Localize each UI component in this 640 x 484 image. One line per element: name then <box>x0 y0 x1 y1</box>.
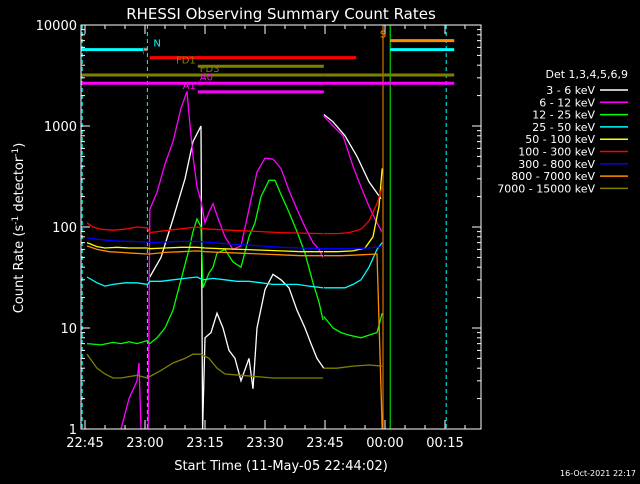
series-line <box>323 186 383 235</box>
legend-entry-label: 12 - 25 keV <box>532 109 595 122</box>
series-line <box>323 364 383 369</box>
legend-entry-label: 7000 - 15000 keV <box>497 182 595 195</box>
flag-label-fd1: FD1 <box>176 55 196 66</box>
flag-label-fd3: FD3 <box>200 64 220 75</box>
series-line <box>86 222 324 235</box>
y-axis-label-part: detector <box>12 156 27 216</box>
legend-entry-label: 100 - 300 keV <box>518 146 595 159</box>
legend-entry-label: 800 - 7000 keV <box>511 170 595 183</box>
series-line <box>149 125 325 429</box>
series-line <box>86 241 323 253</box>
y-tick-label: 10 <box>60 322 77 337</box>
x-tick-label: 23:30 <box>246 436 283 451</box>
x-tick-label: 23:15 <box>186 436 223 451</box>
flag-label-s: S <box>380 30 386 41</box>
x-tick-label: 22:45 <box>66 436 103 451</box>
y-tick-label: 100 <box>52 221 77 236</box>
legend-entry-label: 6 - 12 keV <box>539 96 595 109</box>
series-line <box>86 179 324 346</box>
series-line <box>323 313 383 339</box>
flag-label-a1: A1 <box>183 81 196 92</box>
y-tick-label: 1000 <box>44 120 77 135</box>
series-line <box>86 353 323 379</box>
flag-label-f: F <box>142 47 148 58</box>
flag-label-n: N <box>153 39 160 50</box>
legend-entry-label: 25 - 50 keV <box>532 121 595 134</box>
legend-entry-label: 3 - 6 keV <box>546 84 595 97</box>
series-line <box>86 245 323 257</box>
y-axis-label-exponent: -1 <box>11 148 21 157</box>
y-axis-label-part: ) <box>12 143 27 148</box>
series-line <box>323 253 383 429</box>
legend-entry-label: 50 - 100 keV <box>525 133 595 146</box>
chart-title: RHESSI Observing Summary Count Rates <box>126 5 436 23</box>
series-line <box>323 242 383 289</box>
series-line <box>86 276 324 289</box>
series-line <box>86 237 324 250</box>
series-line <box>323 245 383 250</box>
plot-clipped-group <box>81 25 455 429</box>
x-axis-label: Start Time (11-May-05 22:44:02) <box>174 459 388 474</box>
flag-label-a0: A0 <box>200 72 213 83</box>
x-tick-label: 00:00 <box>366 436 403 451</box>
x-tick-label: 23:00 <box>126 436 163 451</box>
series-line <box>120 91 324 429</box>
y-tick-label: 1 <box>69 423 77 438</box>
y-tick-label: 10000 <box>36 19 77 34</box>
y-axis-label-exponent: -1 <box>11 216 21 225</box>
y-axis-label-part: Count Rate (s <box>12 225 27 314</box>
legend-title: Det 1,3,4,5,6,9 <box>545 68 628 81</box>
legend-entry-label: 300 - 800 keV <box>518 158 595 171</box>
footer-timestamp: 16-Oct-2021 22:17 <box>560 469 636 478</box>
y-axis-label: Count Rate (s-1 detector-1) <box>11 143 27 314</box>
x-tick-label: 00:15 <box>426 436 463 451</box>
series-line <box>323 113 382 200</box>
x-tick-label: 23:45 <box>306 436 343 451</box>
